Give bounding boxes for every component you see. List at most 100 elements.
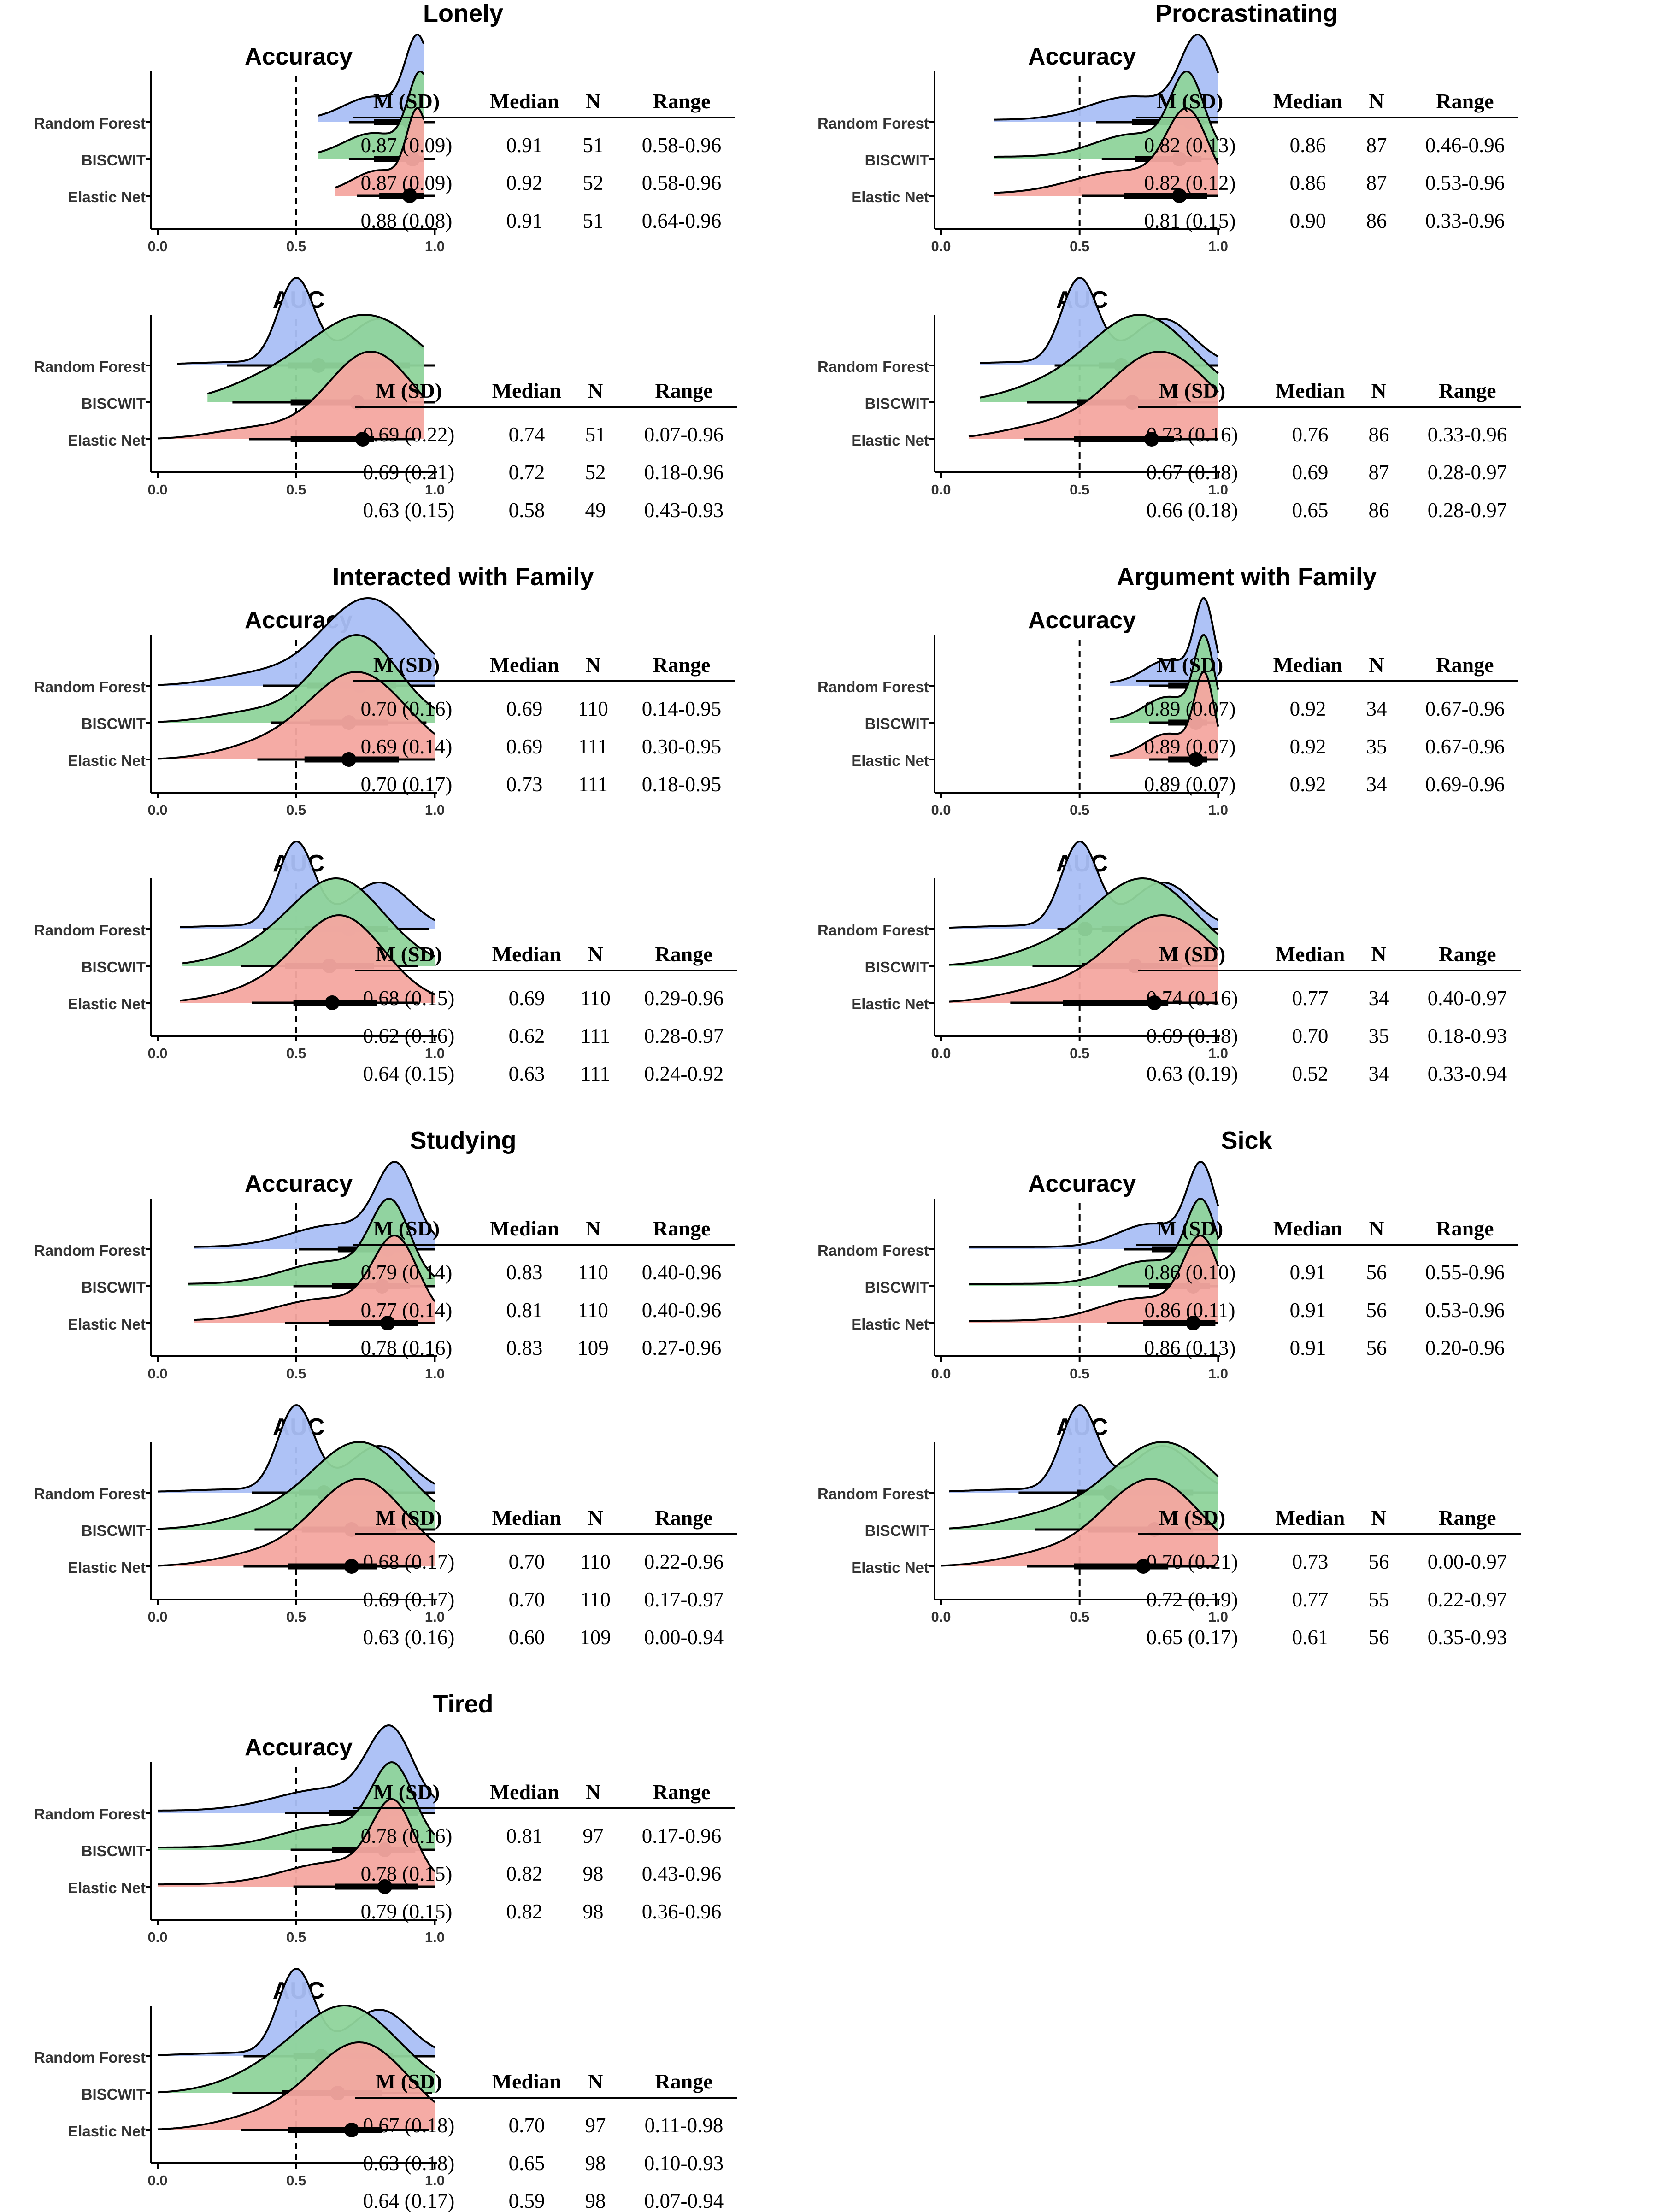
table-header: Range	[653, 89, 710, 113]
table-header: M (SD)	[1157, 1217, 1223, 1240]
table-header: M (SD)	[376, 2070, 442, 2093]
ridge-line-elastic-net	[157, 1478, 435, 1567]
table-cell: 0.73	[1292, 1550, 1329, 1573]
table-header: Median	[492, 2070, 562, 2093]
table-cell: 0.58-0.96	[642, 134, 722, 157]
table-header: Median	[492, 379, 562, 402]
ridge-fill-biscwit	[969, 1199, 1218, 1286]
table-cell: 110	[578, 1299, 608, 1322]
table-header: Range	[1436, 89, 1494, 113]
table-cell: 0.43-0.93	[644, 499, 724, 522]
table-header: Median	[1273, 653, 1343, 677]
panel-accuracy: Accuracy Random Forest BISCWIT Elastic Net 0…	[34, 1160, 735, 1382]
table-cell: 0.65 (0.17)	[1147, 1626, 1238, 1649]
panel-accuracy: Accuracy Random Forest BISCWIT Elastic Net 0…	[34, 1724, 735, 1945]
table-header: Median	[1276, 1506, 1345, 1530]
median-point-elastic-net	[355, 432, 371, 447]
table-cell: 87	[1366, 134, 1387, 157]
table-header: Range	[655, 2070, 712, 2093]
table-cell: 34	[1369, 1062, 1389, 1085]
table-header: Range	[1438, 942, 1496, 966]
table-cell: 0.40-0.97	[1428, 987, 1507, 1010]
ridge-fill-elastic-net	[158, 1799, 435, 1887]
table-header: M (SD)	[1157, 89, 1223, 113]
ridge-line-random-forest	[969, 1160, 1219, 1248]
table-cell: 0.18-0.95	[642, 773, 722, 796]
x-tick-label: 0.5	[286, 1365, 306, 1382]
ridge-line-random-forest	[157, 1404, 435, 1493]
ridge-line-elastic-net	[335, 107, 425, 189]
table-cell: 0.62	[509, 1024, 545, 1047]
chart-tired: Tired Accuracy Random Forest BISCWIT Elastic…	[34, 1690, 737, 2212]
y-tick-label: Elastic Net	[851, 432, 929, 449]
x-tick-label: 0.0	[147, 482, 167, 498]
x-tick-label: 1.0	[1208, 1045, 1228, 1061]
x-tick-label: 0.0	[147, 2172, 167, 2188]
y-tick-label: Elastic Net	[68, 1316, 146, 1333]
table-cell: 0.89 (0.07)	[1144, 773, 1236, 796]
table-cell: 0.74	[509, 423, 545, 446]
panel-title: Accuracy	[1028, 43, 1136, 70]
table-cell: 56	[1366, 1261, 1387, 1284]
x-tick-label: 0.5	[286, 2172, 306, 2188]
chart-procrastinating: Procrastinating Accuracy Random Forest BISC…	[818, 0, 1521, 522]
table-cell: 0.63 (0.19)	[1147, 1062, 1238, 1085]
median-point-elastic-net	[1136, 1559, 1151, 1574]
y-tick-label: Elastic Net	[851, 188, 929, 206]
table-cell: 51	[585, 423, 606, 446]
ridge-fill-elastic-net	[180, 915, 435, 1003]
table-header: N	[588, 2070, 603, 2093]
ridge-line-biscwit	[157, 1441, 435, 1530]
table-cell: 110	[580, 987, 611, 1010]
table-cell: 52	[585, 461, 606, 484]
table-cell: 97	[583, 1824, 604, 1847]
x-tick-label: 0.0	[931, 1609, 951, 1625]
table-cell: 109	[577, 1336, 609, 1359]
table-header: N	[1369, 653, 1384, 677]
summary-table: M (SD) Median N Range 0.69 (0.22) 0.74 51 0.07-…	[355, 379, 737, 522]
table-cell: 55	[1369, 1588, 1389, 1611]
table-header: N	[1369, 89, 1384, 113]
table-cell: 0.92	[1290, 773, 1326, 796]
table-header: N	[585, 1780, 600, 1804]
table-header: Median	[490, 89, 559, 113]
table-cell: 86	[1369, 499, 1389, 522]
table-cell: 0.86 (0.13)	[1144, 1336, 1236, 1359]
x-tick-label: 1.0	[1208, 238, 1228, 254]
table-cell: 56	[1366, 1299, 1387, 1322]
table-header: M (SD)	[1157, 653, 1223, 677]
ridge-line-biscwit	[969, 1197, 1219, 1285]
chart-title: Procrastinating	[1155, 0, 1338, 27]
ridge-fill-random-forest	[1110, 598, 1218, 686]
y-tick-label: Elastic Net	[68, 1879, 146, 1896]
median-point-elastic-net	[341, 752, 356, 767]
x-tick-label: 0.5	[1070, 482, 1089, 498]
table-cell: 0.89 (0.07)	[1144, 697, 1236, 720]
table-cell: 0.30-0.95	[642, 735, 722, 758]
table-cell: 0.83	[506, 1261, 543, 1284]
median-point-elastic-net	[344, 1559, 359, 1574]
table-cell: 98	[585, 2189, 606, 2212]
table-cell: 0.20-0.96	[1425, 1336, 1505, 1359]
table-header: Range	[655, 942, 712, 966]
table-cell: 0.82 (0.13)	[1144, 134, 1236, 157]
ridge-line-random-forest	[157, 597, 435, 686]
table-header: Range	[1438, 1506, 1496, 1530]
x-tick-label: 1.0	[1208, 1365, 1228, 1382]
table-cell: 0.29-0.96	[644, 987, 724, 1010]
x-tick-label: 0.0	[931, 1365, 951, 1382]
table-cell: 0.81 (0.15)	[1144, 209, 1236, 232]
table-cell: 0.65	[509, 2152, 545, 2175]
table-cell: 0.86 (0.10)	[1144, 1261, 1236, 1284]
ridge-line-biscwit	[157, 2005, 435, 2094]
ridge-line-random-forest	[157, 1967, 435, 2056]
summary-table: M (SD) Median N Range 0.68 (0.15) 0.69 110 0.29…	[355, 942, 737, 1085]
summary-table: M (SD) Median N Range 0.74 (0.16) 0.77 34 0.40-…	[1138, 942, 1521, 1085]
summary-table: M (SD) Median N Range 0.68 (0.17) 0.70 110 0.22…	[355, 1506, 737, 1649]
median-point-elastic-net	[1188, 752, 1204, 767]
